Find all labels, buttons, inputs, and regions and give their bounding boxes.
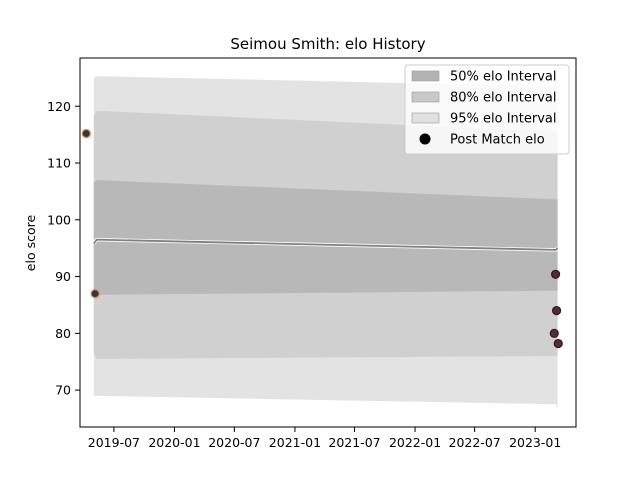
axes-frame bbox=[79, 57, 577, 428]
y-tick-label-6: 120 bbox=[47, 99, 71, 114]
x-tick-label-5: 2021-07 bbox=[328, 435, 380, 450]
y-tick-label-2: 80 bbox=[55, 326, 71, 341]
x-tick-label-4: 2021-01 bbox=[269, 435, 321, 450]
interval-band-3 bbox=[93, 180, 558, 297]
post-match-point-3 bbox=[549, 328, 559, 338]
x-tick-label-2: 2020-01 bbox=[148, 435, 200, 450]
legend-swatch-2 bbox=[411, 91, 440, 103]
legend-swatch-3 bbox=[411, 112, 440, 124]
legend-label-2: 80% elo Interval bbox=[450, 91, 557, 106]
y-axis-label: elo score bbox=[23, 215, 38, 272]
y-tick-label-4: 100 bbox=[47, 212, 71, 227]
x-tick-label-7: 2022-07 bbox=[449, 435, 501, 450]
legend-box bbox=[404, 64, 570, 155]
mean-line bbox=[93, 238, 559, 251]
legend-label-3: 95% elo Interval bbox=[450, 112, 557, 127]
legend-marker-4 bbox=[419, 133, 431, 145]
x-tick-label-3: 2020-07 bbox=[208, 435, 260, 450]
post-match-point-4 bbox=[550, 269, 561, 279]
legend-label-4: Post Match elo bbox=[450, 133, 545, 148]
post-match-point-1 bbox=[81, 128, 91, 139]
x-tick-label-8: 2023-01 bbox=[509, 435, 561, 450]
post-match-point-5 bbox=[551, 306, 562, 316]
post-match-point-2 bbox=[90, 288, 100, 299]
y-tick-label-1: 70 bbox=[55, 383, 71, 398]
plot-area bbox=[81, 76, 563, 410]
y-tick-label-5: 110 bbox=[47, 156, 71, 171]
legend: 50% elo Interval 80% elo Interval 95% elo … bbox=[404, 64, 570, 155]
y-tick-label-3: 90 bbox=[55, 269, 71, 284]
legend-swatch-1 bbox=[411, 70, 440, 82]
post-match-point-6 bbox=[553, 338, 563, 349]
axes: 2019-07 2020-01 2020-07 2021-01 2021-07 2022-… bbox=[47, 57, 577, 450]
x-tick-label-1: 2019-07 bbox=[88, 435, 140, 450]
legend-label-1: 50% elo Interval bbox=[450, 70, 557, 85]
x-tick-label-6: 2022-01 bbox=[389, 435, 441, 450]
chart-title: Seimou Smith: elo History bbox=[230, 35, 425, 53]
